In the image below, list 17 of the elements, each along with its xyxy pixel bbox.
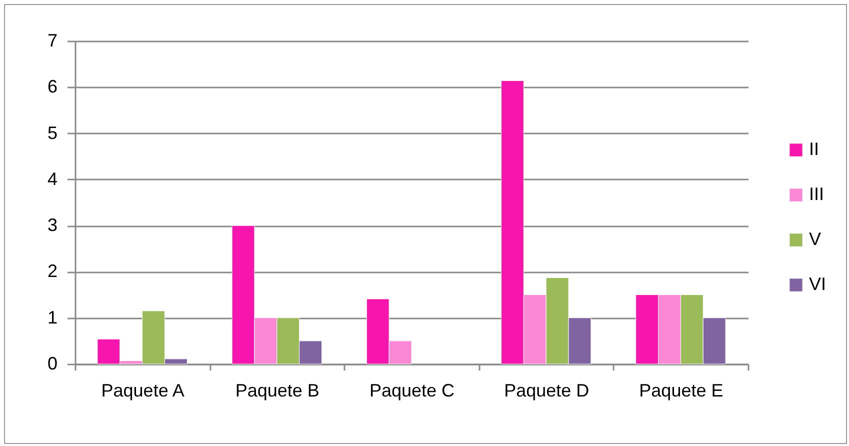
y-tick-label: 2 <box>47 261 58 282</box>
y-tick-label: 3 <box>47 215 58 236</box>
y-tick-label: 5 <box>47 122 58 143</box>
y-tick-label: 4 <box>47 168 58 189</box>
legend-label: III <box>809 184 824 204</box>
x-tick-label: Paquete D <box>504 380 590 400</box>
legend-label: II <box>809 139 820 159</box>
legend-label: V <box>809 229 822 249</box>
y-tick-label: 7 <box>47 30 58 50</box>
x-tick-label: Paquete A <box>101 380 184 400</box>
y-tick-label: 6 <box>47 76 58 97</box>
legend-label: VI <box>809 274 826 294</box>
x-tick-label: Paquete B <box>235 380 320 400</box>
y-tick-label: 1 <box>47 307 58 328</box>
y-tick-label: 0 <box>47 354 58 374</box>
x-tick-label: Paquete E <box>639 380 724 400</box>
x-tick-label: Paquete C <box>369 380 455 400</box>
